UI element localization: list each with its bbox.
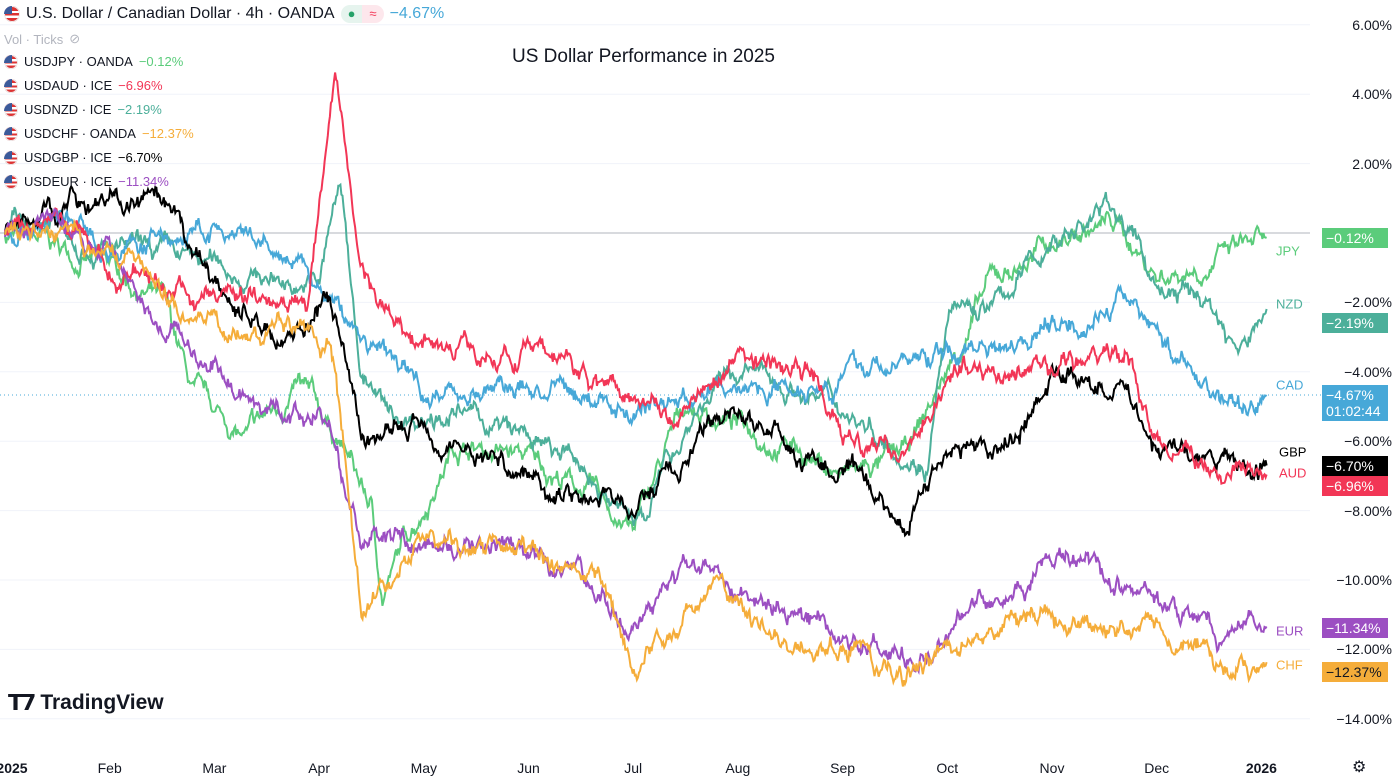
price-tag-eur: −11.34% — [1322, 618, 1388, 638]
x-tick-label: Mar — [202, 760, 227, 776]
legend-change: −0.12% — [138, 54, 184, 69]
tag-value: −2.19% — [1326, 315, 1374, 331]
legend-symbol: USDAUD · ICE — [24, 78, 113, 93]
y-tick-label: 4.00% — [1352, 86, 1392, 103]
currency-flag-icon — [4, 54, 18, 69]
price-tag-jpy: −0.12% — [1322, 228, 1388, 248]
tag-value: −4.67% — [1326, 387, 1374, 403]
y-tick-label: −8.00% — [1344, 502, 1392, 519]
symbol-change: −4.67% — [389, 5, 445, 22]
price-tag-cad: −4.67% 01:02:44 — [1322, 385, 1388, 421]
currency-flag-icon — [4, 102, 18, 117]
x-tick-label: Oct — [936, 760, 959, 776]
x-tick-label: 2025 — [0, 760, 28, 776]
x-tick-label: Sep — [830, 760, 856, 776]
series-label-nzd: NZD — [1276, 296, 1303, 312]
series-line-gbp[interactable] — [4, 184, 1268, 538]
legend-item[interactable]: USDJPY · OANDA −0.12% — [4, 54, 183, 69]
series-label-eur: EUR — [1276, 623, 1304, 639]
y-tick-label: −12.00% — [1336, 641, 1392, 658]
x-tick-label: Jun — [517, 760, 540, 776]
price-tag-chf: −12.37% — [1322, 662, 1388, 682]
tradingview-logo-icon: 𝗧𝟳 — [8, 690, 36, 715]
tag-value: −6.70% — [1326, 458, 1374, 474]
tag-value: −6.96% — [1326, 478, 1374, 494]
series-line-eur[interactable] — [4, 207, 1268, 675]
currency-flag-icon — [4, 126, 18, 141]
price-tag-gbp: −6.70% — [1322, 456, 1388, 476]
legend-item[interactable]: USDGBP · ICE −6.70% — [4, 150, 162, 165]
currency-flag-icon — [4, 174, 18, 189]
x-tick-label: Feb — [97, 760, 122, 776]
market-open-icon: ● — [340, 5, 363, 23]
currency-flag-icon — [4, 150, 18, 165]
legend-change: −11.34% — [118, 174, 169, 189]
legend-symbol: USDCHF · OANDA — [24, 126, 136, 141]
tag-value: −0.12% — [1326, 230, 1374, 246]
legend-symbol: USDJPY · OANDA — [24, 54, 133, 69]
symbol-title[interactable]: U.S. Dollar / Canadian Dollar · 4h · OAN… — [26, 5, 335, 22]
y-tick-label: −14.00% — [1336, 710, 1392, 727]
legend-item[interactable]: USDNZD · ICE −2.19% — [4, 102, 162, 117]
legend-item[interactable]: USDEUR · ICE −11.34% — [4, 174, 169, 189]
series-label-jpy: JPY — [1276, 243, 1300, 259]
tradingview-logo[interactable]: 𝗧𝟳 TradingView — [8, 690, 164, 716]
price-tag-aud: −6.96% — [1322, 476, 1388, 496]
series-line-cad[interactable] — [4, 207, 1268, 428]
currency-flag-icon — [4, 78, 18, 93]
price-tag-nzd: −2.19% — [1322, 313, 1388, 333]
series-line-chf[interactable] — [4, 218, 1268, 688]
volume-indicator[interactable]: Vol · Ticks ⊘ — [4, 31, 80, 47]
series-lines — [4, 72, 1268, 688]
hidden-eye-icon[interactable]: ⊘ — [69, 31, 81, 46]
vol-label: Vol · Ticks — [4, 31, 64, 47]
legend-item[interactable]: USDCHF · OANDA −12.37% — [4, 126, 194, 141]
x-tick-label: May — [410, 760, 438, 776]
legend-symbol: USDEUR · ICE — [24, 174, 113, 189]
chart-title: US Dollar Performance in 2025 — [512, 46, 775, 67]
gridlines — [0, 24, 1310, 720]
legend-change: −2.19% — [117, 102, 162, 117]
x-tick-label: Aug — [725, 760, 751, 776]
x-tick-label: Apr — [308, 760, 330, 776]
tradingview-logo-text: TradingView — [40, 691, 164, 714]
x-tick-label: Jul — [624, 760, 643, 776]
legend-change: −6.70% — [117, 150, 163, 165]
usd-cad-flag-icon — [4, 6, 20, 22]
legend-change: −6.96% — [118, 78, 163, 93]
legend-symbol: USDNZD · ICE — [24, 102, 112, 117]
y-tick-label: −6.00% — [1344, 433, 1392, 450]
y-tick-label: −4.00% — [1344, 363, 1392, 380]
delayed-icon: ≈ — [362, 5, 384, 23]
series-label-gbp: GBP — [1279, 444, 1307, 460]
x-tick-label: 2026 — [1245, 760, 1277, 776]
x-tick-label: Nov — [1039, 760, 1065, 776]
y-tick-label: 6.00% — [1352, 16, 1392, 33]
series-label-cad: CAD — [1276, 377, 1304, 393]
bar-countdown: 01:02:44 — [1326, 403, 1381, 419]
status-pill[interactable]: ● ≈ — [340, 5, 384, 23]
series-line-aud[interactable] — [4, 72, 1268, 485]
tag-value: −11.34% — [1326, 620, 1381, 636]
settings-gear-icon[interactable]: ⚙ — [1352, 759, 1367, 776]
legend-item[interactable]: USDAUD · ICE −6.96% — [4, 78, 163, 93]
tag-value: −12.37% — [1326, 664, 1382, 680]
series-label-aud: AUD — [1279, 465, 1307, 481]
series-label-chf: CHF — [1276, 657, 1303, 673]
legend-symbol: USDGBP · ICE — [24, 150, 112, 165]
series-line-nzd[interactable] — [4, 182, 1268, 526]
chart-header: U.S. Dollar / Canadian Dollar · 4h · OAN… — [4, 5, 444, 23]
y-tick-label: −10.00% — [1336, 572, 1392, 588]
x-tick-label: Dec — [1144, 760, 1170, 776]
legend-change: −12.37% — [141, 126, 194, 141]
series-line-jpy[interactable] — [4, 210, 1268, 607]
y-tick-label: 2.00% — [1352, 155, 1392, 172]
y-tick-label: −2.00% — [1344, 294, 1392, 311]
